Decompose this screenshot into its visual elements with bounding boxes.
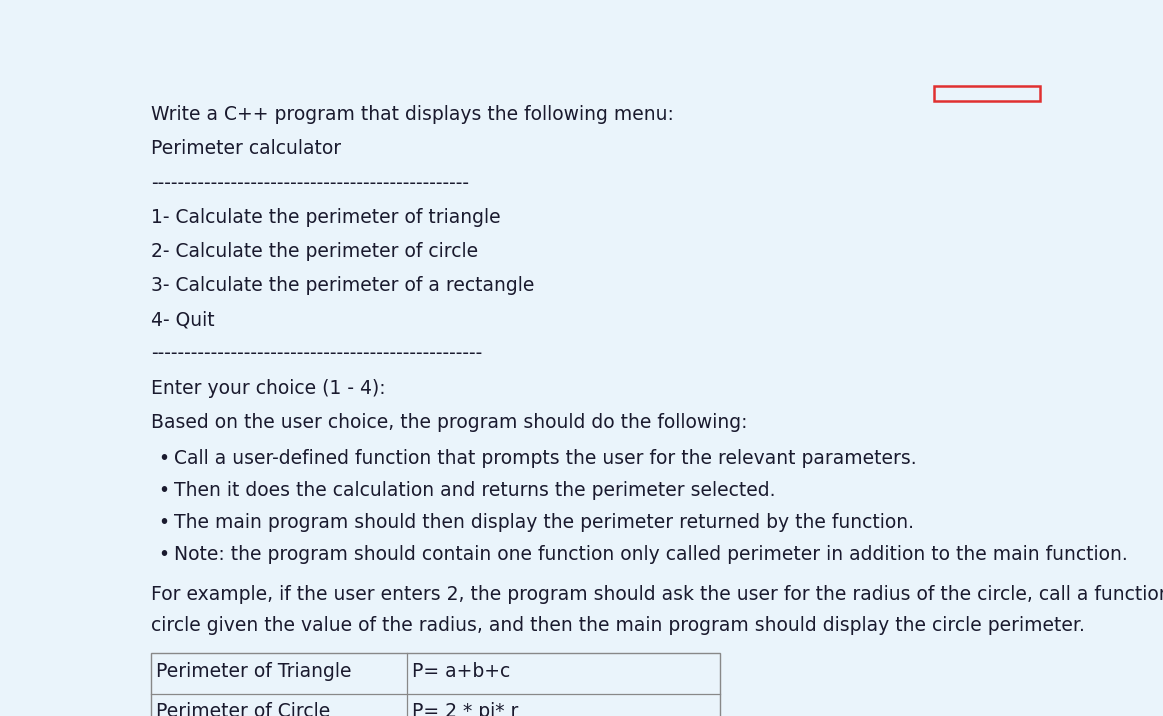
Text: Write a C++ program that displays the following menu:: Write a C++ program that displays the fo… bbox=[151, 105, 673, 124]
Text: P= 2 * pi* r: P= 2 * pi* r bbox=[412, 702, 519, 716]
Text: circle given the value of the radius, and then the main program should display t: circle given the value of the radius, an… bbox=[151, 616, 1085, 635]
Text: Perimeter calculator: Perimeter calculator bbox=[151, 140, 341, 158]
Text: The main program should then display the perimeter returned by the function.: The main program should then display the… bbox=[174, 513, 914, 532]
Text: Then it does the calculation and returns the perimeter selected.: Then it does the calculation and returns… bbox=[174, 480, 776, 500]
Text: Enter your choice (1 - 4):: Enter your choice (1 - 4): bbox=[151, 379, 385, 397]
Text: •: • bbox=[158, 480, 169, 500]
Text: Call a user-defined function that prompts the user for the relevant parameters.: Call a user-defined function that prompt… bbox=[174, 449, 916, 468]
Text: 4- Quit: 4- Quit bbox=[151, 310, 214, 329]
Text: 2- Calculate the perimeter of circle: 2- Calculate the perimeter of circle bbox=[151, 242, 478, 261]
Bar bbox=[151, 653, 720, 716]
Text: For example, if the user enters 2, the program should ask the user for the radiu: For example, if the user enters 2, the p… bbox=[151, 585, 1163, 604]
Text: 1- Calculate the perimeter of triangle: 1- Calculate the perimeter of triangle bbox=[151, 208, 500, 227]
Text: P= a+b+c: P= a+b+c bbox=[412, 662, 511, 681]
Text: 3- Calculate the perimeter of a rectangle: 3- Calculate the perimeter of a rectangl… bbox=[151, 276, 534, 295]
FancyBboxPatch shape bbox=[934, 86, 1041, 102]
Text: --------------------------------------------------: ----------------------------------------… bbox=[151, 344, 481, 364]
Text: •: • bbox=[158, 513, 169, 532]
Text: •: • bbox=[158, 545, 169, 563]
Text: •: • bbox=[158, 449, 169, 468]
Text: Perimeter of Triangle: Perimeter of Triangle bbox=[156, 662, 351, 681]
Text: Note: the program should contain one function only called perimeter in addition : Note: the program should contain one fun… bbox=[174, 545, 1128, 563]
Text: Based on the user choice, the program should do the following:: Based on the user choice, the program sh… bbox=[151, 413, 748, 432]
Text: ------------------------------------------------: ----------------------------------------… bbox=[151, 173, 469, 193]
Text: Perimeter of Circle: Perimeter of Circle bbox=[156, 702, 330, 716]
